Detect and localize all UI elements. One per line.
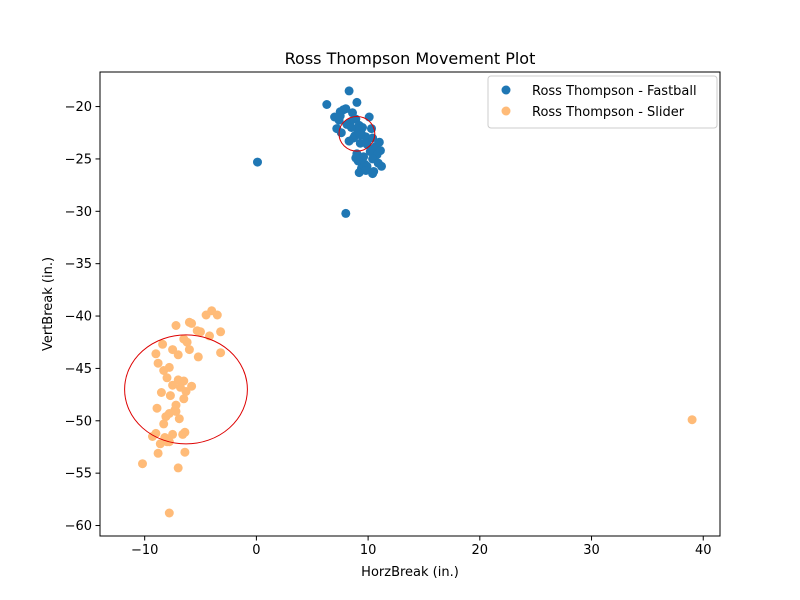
data-point — [155, 439, 165, 449]
legend-marker-slider — [501, 106, 511, 116]
data-point — [377, 161, 386, 171]
data-point — [196, 327, 205, 337]
data-point — [153, 448, 163, 458]
y-tick-label: −60 — [65, 519, 92, 534]
data-point — [355, 130, 365, 140]
x-tick-label: −10 — [131, 543, 158, 558]
data-point — [368, 169, 378, 179]
data-point — [351, 153, 361, 163]
y-tick-label: −25 — [65, 152, 92, 167]
legend-label-slider: Ross Thompson - Slider — [532, 105, 685, 120]
data-point — [168, 429, 178, 439]
data-point — [322, 100, 332, 109]
legend-label-fastball: Ross Thompson - Fastball — [532, 84, 697, 99]
data-point — [159, 419, 169, 429]
x-tick-label: 0 — [252, 543, 260, 558]
data-point — [153, 358, 163, 368]
data-point — [180, 447, 190, 457]
data-point — [138, 459, 147, 469]
data-point — [184, 345, 194, 355]
data-point — [355, 138, 365, 148]
data-point — [179, 394, 189, 404]
data-point — [168, 380, 178, 390]
data-point — [171, 321, 181, 330]
data-point — [178, 429, 188, 439]
y-tick-label: −55 — [65, 467, 92, 482]
annotation-layer — [124, 116, 376, 445]
data-point — [156, 388, 166, 397]
data-point — [687, 415, 697, 425]
data-point — [187, 318, 197, 328]
data-point — [341, 208, 351, 218]
y-tick-label: −50 — [65, 414, 92, 429]
data-point — [253, 157, 262, 167]
data-point — [367, 124, 376, 134]
data-point — [173, 350, 183, 360]
x-tick-label: 20 — [472, 543, 489, 558]
data-point — [164, 508, 174, 518]
data-point — [375, 146, 385, 156]
legend: Ross Thompson - Fastball Ross Thompson -… — [487, 75, 718, 129]
data-point — [352, 97, 362, 107]
plot-frame — [99, 71, 721, 537]
data-point — [368, 133, 378, 143]
data-point — [336, 128, 346, 138]
x-tick-label: 10 — [360, 543, 377, 558]
data-point — [341, 104, 351, 114]
data-point — [158, 339, 168, 349]
x-tick-label: 30 — [583, 543, 600, 558]
series-1 — [138, 306, 697, 518]
data-point — [181, 387, 191, 396]
data-point — [344, 86, 354, 96]
data-point — [364, 112, 374, 122]
data-point — [174, 414, 184, 424]
data-point — [216, 348, 226, 358]
data-point — [162, 373, 172, 383]
y-tick-label: −30 — [65, 205, 92, 220]
data-point — [193, 352, 203, 362]
highlight-ellipse — [338, 116, 376, 152]
data-point — [151, 349, 161, 359]
data-point — [164, 362, 174, 372]
data-point — [187, 381, 197, 391]
y-tick-label: −40 — [65, 310, 92, 325]
highlight-ellipse — [124, 334, 248, 445]
x-axis-title: HorzBreak (in.) — [361, 565, 459, 580]
legend-marker-fastball — [501, 85, 511, 95]
data-point — [152, 403, 162, 413]
data-point — [165, 391, 175, 401]
axes: −10 0 10 20 30 40 −20 −25 −30 −35 −40 −45 −50 −55 −60 — [65, 71, 721, 558]
y-axis-title: VertBreak (in.) — [41, 257, 56, 351]
legend-box — [487, 75, 718, 129]
data-point — [182, 337, 192, 347]
y-tick-label: −20 — [65, 100, 92, 115]
data-point — [365, 147, 375, 157]
data-point — [346, 123, 356, 132]
data-point — [216, 327, 226, 337]
data-point — [361, 166, 371, 175]
data-point — [374, 137, 384, 147]
data-point — [212, 310, 222, 320]
x-tick-label: 40 — [695, 543, 712, 558]
y-tick-label: −35 — [65, 257, 92, 272]
chart-title: Ross Thompson Movement Plot — [285, 49, 536, 68]
data-point — [171, 406, 181, 416]
y-tick-label: −45 — [65, 362, 92, 377]
data-point — [344, 136, 354, 146]
data-point — [173, 463, 183, 473]
data-point — [335, 111, 345, 121]
data-point — [201, 310, 211, 320]
